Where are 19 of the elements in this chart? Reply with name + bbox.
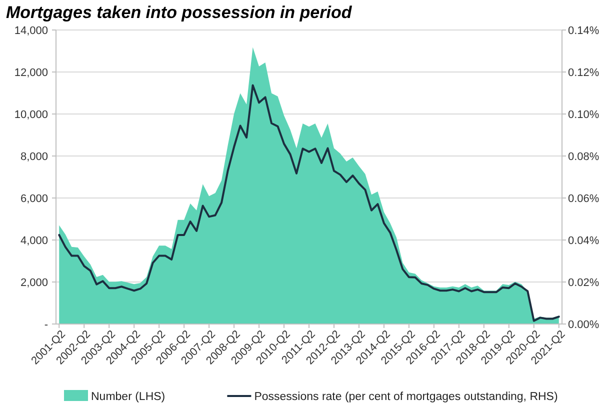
- legend-label: Number (LHS): [91, 391, 166, 404]
- y2-tick-label: 0.00%: [568, 318, 600, 331]
- y-tick-label: 2,000: [20, 276, 48, 289]
- legend-label: Possessions rate (per cent of mortgages outstanding, RHS): [254, 391, 558, 404]
- y2-tick-label: 0.10%: [568, 108, 600, 121]
- y-tick-label: -: [44, 318, 48, 331]
- y-tick-label: 10,000: [14, 108, 48, 121]
- y2-tick-label: 0.04%: [568, 234, 600, 247]
- y-tick-label: 14,000: [14, 24, 48, 37]
- y-tick-label: 8,000: [20, 150, 48, 163]
- y2-tick-label: 0.06%: [568, 192, 600, 205]
- y-tick-label: 4,000: [20, 234, 48, 247]
- chart-title: Mortgages taken into possession in period: [6, 3, 352, 22]
- y-tick-label: 12,000: [14, 66, 48, 79]
- y2-tick-label: 0.14%: [568, 24, 600, 37]
- y-tick-label: 6,000: [20, 192, 48, 205]
- y2-tick-label: 0.02%: [568, 276, 600, 289]
- y2-tick-label: 0.12%: [568, 66, 600, 79]
- y2-tick-label: 0.08%: [568, 150, 600, 163]
